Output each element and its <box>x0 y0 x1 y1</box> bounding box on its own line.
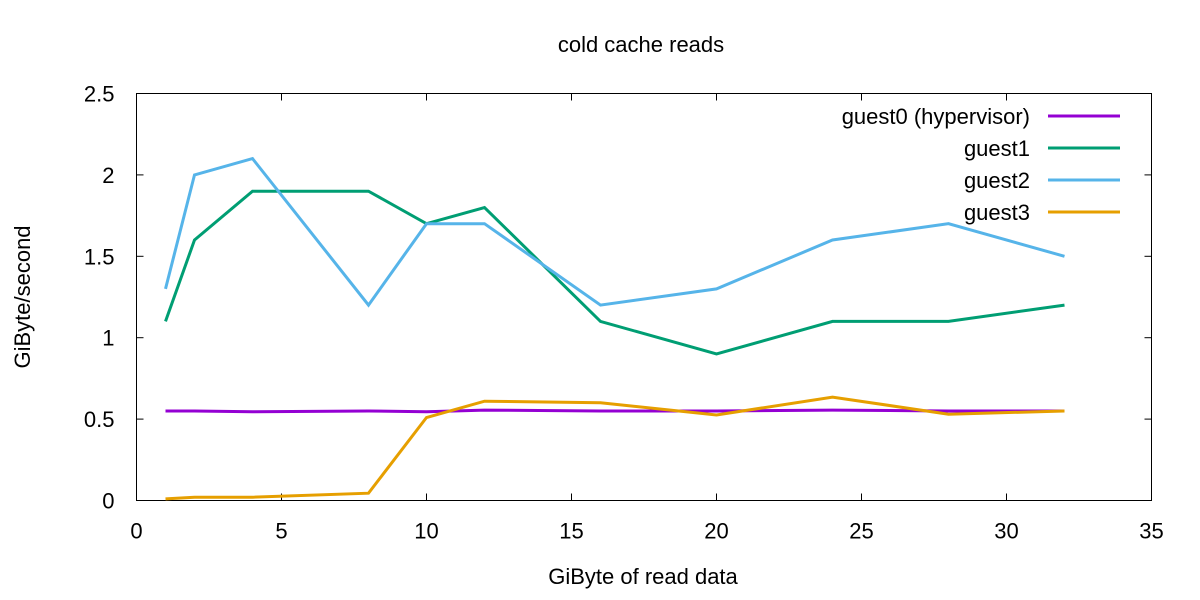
y-tick-label: 1 <box>102 326 114 351</box>
legend: guest0 (hypervisor) guest1 guest2 guest3 <box>842 104 1120 225</box>
x-axis: 0 5 10 15 20 25 30 35 <box>130 93 1164 544</box>
x-tick-label: 25 <box>849 519 873 544</box>
x-tick-label: 15 <box>559 519 583 544</box>
x-tick-label: 35 <box>1139 519 1163 544</box>
x-tick-label: 0 <box>130 519 142 544</box>
x-tick-label: 30 <box>994 519 1018 544</box>
y-axis: 0 0.5 1 1.5 2 2.5 <box>84 82 1152 514</box>
series-lines <box>164 156 1065 501</box>
x-tick-label: 5 <box>275 519 287 544</box>
y-tick-label: 2.5 <box>84 82 115 107</box>
series-line-guest0 <box>165 408 1065 414</box>
series-line-guest3 <box>165 395 1065 501</box>
legend-label: guest2 <box>964 168 1030 193</box>
x-tick-label: 20 <box>704 519 728 544</box>
legend-label: guest1 <box>964 136 1030 161</box>
x-tick-label: 10 <box>414 519 438 544</box>
y-tick-label: 0.5 <box>84 407 115 432</box>
y-tick-label: 2 <box>102 163 114 188</box>
legend-label: guest0 (hypervisor) <box>842 104 1030 129</box>
series-line-guest2 <box>164 156 1065 308</box>
legend-label: guest3 <box>964 200 1030 225</box>
y-tick-label: 1.5 <box>84 244 115 269</box>
x-axis-label: GiByte of read data <box>548 564 738 589</box>
y-axis-label: GiByte/second <box>10 225 35 368</box>
chart-title: cold cache reads <box>558 32 724 57</box>
series-line-guest1 <box>164 189 1065 356</box>
y-tick-label: 0 <box>102 489 114 514</box>
plot-frame <box>136 93 1152 501</box>
